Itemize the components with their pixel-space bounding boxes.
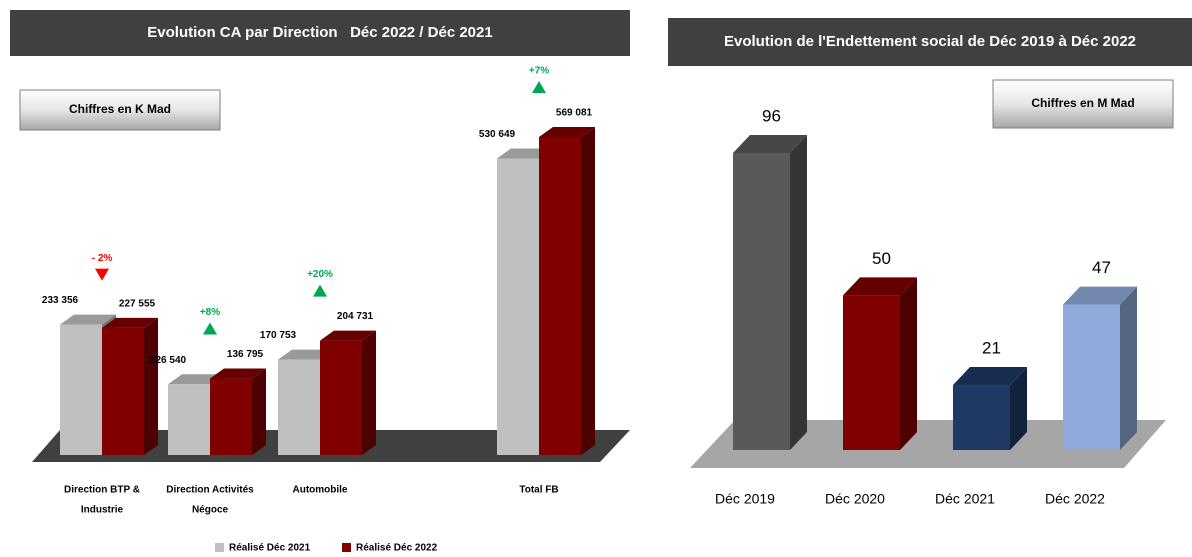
- bar-face: [790, 135, 807, 450]
- bar-face: [953, 385, 1010, 450]
- annotation: - 2%: [92, 253, 113, 264]
- data-label: 21: [982, 339, 1001, 358]
- annotation-arrow: [95, 268, 109, 281]
- bar-face: [1063, 286, 1137, 305]
- floor: [690, 420, 1166, 468]
- bar: [210, 368, 266, 455]
- legend-label: Réalisé Déc 2022: [356, 543, 438, 554]
- note-box: [992, 79, 1174, 129]
- annotation-arrow: [532, 81, 546, 93]
- bar: [733, 135, 807, 450]
- bar: [539, 127, 595, 455]
- data-label: 47: [1092, 258, 1111, 277]
- legend-swatch: [215, 543, 224, 552]
- bar-face: [733, 135, 807, 153]
- bar-face: [953, 367, 1027, 386]
- bar-face: [60, 324, 102, 455]
- bar: [102, 317, 158, 455]
- x-tick-label: Déc 2020: [825, 491, 885, 507]
- data-label: 233 356: [42, 295, 79, 306]
- annotation-arrow: [203, 322, 217, 335]
- bar-face: [144, 317, 158, 455]
- data-label: 530 649: [479, 129, 516, 140]
- bar: [1063, 286, 1137, 450]
- bar-face: [1010, 367, 1027, 450]
- bar-face: [320, 330, 376, 341]
- note: Chiffres en K Mad: [69, 102, 171, 116]
- note: Chiffres en M Mad: [1031, 96, 1134, 110]
- bar-face: [210, 368, 266, 379]
- data-label: 96: [762, 106, 781, 125]
- bar-face: [1063, 304, 1120, 450]
- bar-face: [252, 368, 266, 455]
- bar-face: [1120, 286, 1137, 450]
- data-label: 204 731: [337, 311, 374, 322]
- bar: [843, 277, 917, 450]
- bar-face: [843, 277, 917, 296]
- bar-face: [60, 314, 116, 325]
- x-tick-label: Déc 2019: [715, 491, 775, 507]
- x-tick-label: Déc 2022: [1045, 491, 1105, 507]
- title-bar: [668, 18, 1192, 66]
- bar-face: [362, 330, 376, 455]
- annotation: +7%: [529, 66, 549, 77]
- x-tick-label: Direction BTP &: [64, 485, 140, 496]
- data-label: 136 795: [227, 349, 264, 360]
- bar-face: [539, 137, 581, 455]
- annotation: +8%: [200, 307, 220, 318]
- data-label: 170 753: [260, 330, 297, 341]
- title-bar: [10, 10, 630, 56]
- data-label: 227 555: [119, 298, 156, 309]
- note-box: [19, 89, 221, 131]
- bar-face: [733, 153, 790, 450]
- bar-face: [102, 317, 158, 328]
- bar-face: [210, 378, 252, 455]
- bar-face: [843, 295, 900, 450]
- annotation: +20%: [307, 269, 333, 280]
- x-tick-label: Déc 2021: [935, 491, 995, 507]
- bar-face: [168, 384, 210, 455]
- chart-title: Evolution de l'Endettement social de Déc…: [724, 33, 1136, 50]
- data-label: 569 081: [556, 108, 593, 119]
- x-tick-label: Industrie: [81, 505, 124, 516]
- bar-face: [581, 127, 595, 455]
- bar: [953, 367, 1027, 450]
- bar-face: [320, 340, 362, 455]
- bar-face: [539, 127, 595, 137]
- x-tick-label: Automobile: [293, 485, 348, 496]
- legend-swatch: [342, 543, 351, 552]
- bar-face: [900, 277, 917, 450]
- x-tick-label: Négoce: [192, 505, 229, 516]
- legend-label: Réalisé Déc 2021: [229, 543, 311, 554]
- annotation-arrow: [313, 284, 327, 297]
- bar: [320, 330, 376, 455]
- bar-face: [102, 327, 144, 455]
- bar-face: [278, 359, 320, 455]
- data-label: 126 540: [150, 355, 187, 366]
- x-tick-label: Direction Activités: [166, 485, 254, 496]
- chart-title: Evolution CA par Direction Déc 2022 / Dé…: [147, 24, 492, 41]
- x-tick-label: Total FB: [519, 485, 558, 496]
- data-label: 50: [872, 249, 891, 268]
- bar-face: [497, 158, 539, 455]
